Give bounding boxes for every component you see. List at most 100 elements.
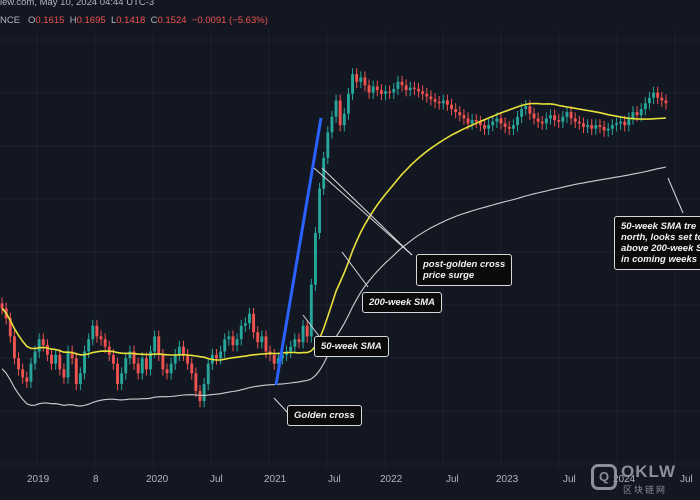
trend-arrow-line <box>274 117 323 386</box>
candle-body <box>466 118 470 124</box>
candle-body <box>408 87 412 91</box>
candle-body <box>177 346 181 355</box>
candle-body <box>635 112 639 116</box>
candle-body <box>450 104 453 110</box>
candle-body <box>491 121 495 126</box>
candle-body <box>169 363 173 374</box>
candle-body <box>355 74 359 82</box>
candle-body <box>161 354 165 370</box>
annotation-trend: 50-week SMA tre north, looks set to abov… <box>614 216 700 270</box>
symbol-fragment: NCE <box>0 15 21 26</box>
leader-price-surge-1 <box>313 167 413 256</box>
candle-body <box>379 90 383 94</box>
candle-body <box>417 88 420 92</box>
candle-body <box>309 284 313 337</box>
candle-body <box>445 100 449 105</box>
candle-body <box>384 91 387 94</box>
candle-body <box>549 115 552 119</box>
candle-body <box>132 351 136 364</box>
chart-source-line: iew.com, May 10, 2024 04:44 UTC-3 <box>0 0 155 8</box>
candle-body <box>165 369 169 374</box>
candle-body <box>478 121 482 126</box>
candle-body <box>128 351 132 359</box>
candle-body <box>553 115 557 121</box>
candle-body <box>54 354 58 364</box>
candle-body <box>536 118 540 122</box>
candle-body <box>124 358 128 374</box>
candle-body <box>62 369 66 378</box>
annotation-sma200: 200-week SMA <box>362 292 443 313</box>
candle-body <box>367 85 371 93</box>
candle-body <box>144 358 148 370</box>
candle-body <box>639 109 643 116</box>
candle-body <box>83 351 86 374</box>
candle-body <box>503 123 507 127</box>
high-value: 0.1695 <box>76 15 106 26</box>
candle-body <box>392 88 396 93</box>
candle-body <box>58 354 62 370</box>
candle-body <box>602 126 606 131</box>
candle-body <box>499 118 503 124</box>
close-value: 0.1524 <box>157 15 187 26</box>
candle-body <box>21 369 25 378</box>
candle-body <box>375 86 379 91</box>
candle-body <box>619 121 623 124</box>
x-tick: Jul <box>328 474 341 485</box>
annotation-golden-cross: Golden cross <box>287 405 362 426</box>
watermark-badge-icon: Q <box>591 464 617 490</box>
candle-body <box>359 77 363 82</box>
x-tick: 2022 <box>380 474 403 485</box>
x-tick: 2024 <box>613 474 636 485</box>
candle-body <box>231 336 235 346</box>
candle-body <box>120 373 124 384</box>
candle-body <box>544 118 548 124</box>
candle-body <box>458 112 462 116</box>
candle-body <box>33 351 37 364</box>
candle-body <box>140 358 144 374</box>
x-tick: 8 <box>93 474 99 485</box>
sma-200-line <box>1 166 667 407</box>
candle-body <box>631 112 635 119</box>
candle-body <box>248 313 251 324</box>
candle-body <box>400 81 404 86</box>
candle-body <box>454 109 458 113</box>
leader-golden-cross <box>273 397 289 414</box>
candle-body <box>433 99 437 102</box>
candle-body <box>305 325 309 337</box>
candle-body <box>74 358 78 384</box>
candle-body <box>66 351 70 378</box>
candle-body <box>334 100 338 117</box>
candle-body <box>87 339 91 352</box>
leader-sma200 <box>341 251 369 288</box>
candle-body <box>202 383 206 402</box>
candle-body <box>565 112 569 117</box>
candle-body <box>25 377 29 382</box>
x-tick: Jul <box>446 474 459 485</box>
candle-body <box>532 113 536 119</box>
change-value: −0.0091 (−5.63%) <box>191 15 268 26</box>
candle-body <box>474 120 478 122</box>
candle-body <box>314 232 317 285</box>
candle-body <box>577 121 581 124</box>
candle-body <box>470 120 474 124</box>
candle-body <box>429 96 433 100</box>
candle-body <box>524 106 528 110</box>
open-label: O <box>27 15 36 26</box>
x-tick: 2021 <box>264 474 287 485</box>
candle-body <box>219 351 223 359</box>
candle-body <box>264 336 268 352</box>
candle-body <box>483 125 486 129</box>
candle-body <box>495 118 499 122</box>
watermark-text: OKLW <box>621 462 676 481</box>
candle-body <box>235 339 239 346</box>
candle-body <box>404 85 408 91</box>
candle-body <box>516 116 519 126</box>
candle-body <box>421 91 425 94</box>
chart-grid <box>0 30 700 468</box>
candle-body <box>239 325 243 340</box>
candle-body <box>615 123 618 126</box>
candle-body <box>594 125 598 129</box>
candle-body <box>17 358 20 370</box>
high-label: H <box>69 15 77 26</box>
candle-body <box>648 97 651 104</box>
